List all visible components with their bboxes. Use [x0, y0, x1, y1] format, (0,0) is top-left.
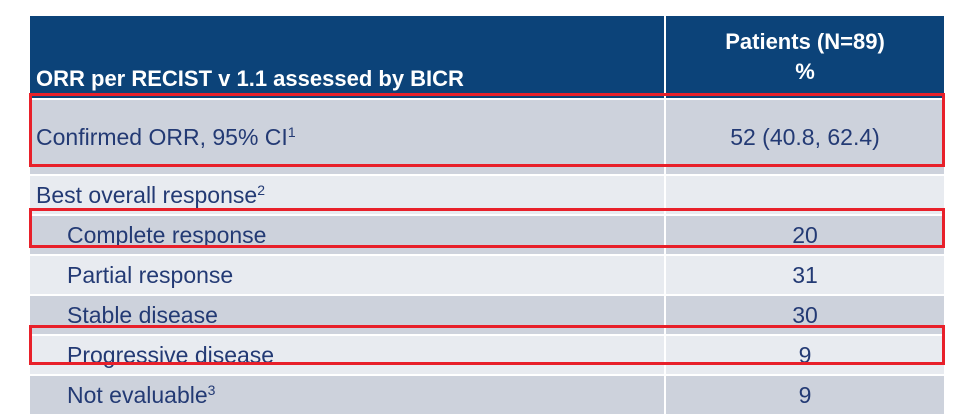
header-patients-label: Patients (N=89)	[666, 27, 944, 57]
table-row-confirmed-orr: Confirmed ORR, 95% CI1 52 (40.8, 62.4)	[30, 99, 944, 175]
row-value: 20	[665, 215, 944, 255]
row-label: Stable disease	[30, 295, 665, 335]
table-row-stable-disease: Stable disease 30	[30, 295, 944, 335]
row-label: Not evaluable3	[30, 375, 665, 414]
row-value: 52 (40.8, 62.4)	[665, 99, 944, 175]
header-endpoint: ORR per RECIST v 1.1 assessed by BICR	[30, 16, 665, 99]
table-header: ORR per RECIST v 1.1 assessed by BICR Pa…	[30, 16, 944, 99]
table-row-not-evaluable: Not evaluable3 9	[30, 375, 944, 414]
table-row-partial-response: Partial response 31	[30, 255, 944, 295]
row-value: 9	[665, 335, 944, 375]
footnote-marker: 2	[257, 182, 265, 198]
footnote-marker: 1	[288, 124, 296, 140]
table-row-best-overall-response: Best overall response2	[30, 175, 944, 215]
header-percent-label: %	[666, 57, 944, 87]
orr-table: ORR per RECIST v 1.1 assessed by BICR Pa…	[30, 16, 944, 414]
row-label: Progressive disease	[30, 335, 665, 375]
footnote-marker: 3	[208, 382, 216, 398]
table-row-complete-response: Complete response 20	[30, 215, 944, 255]
header-patients: Patients (N=89) %	[665, 16, 944, 99]
row-value	[665, 175, 944, 215]
row-value: 9	[665, 375, 944, 414]
row-label: Complete response	[30, 215, 665, 255]
row-value: 30	[665, 295, 944, 335]
row-label: Best overall response2	[30, 175, 665, 215]
row-value: 31	[665, 255, 944, 295]
table-row-progressive-disease: Progressive disease 9	[30, 335, 944, 375]
row-label: Confirmed ORR, 95% CI1	[30, 99, 665, 175]
row-label: Partial response	[30, 255, 665, 295]
